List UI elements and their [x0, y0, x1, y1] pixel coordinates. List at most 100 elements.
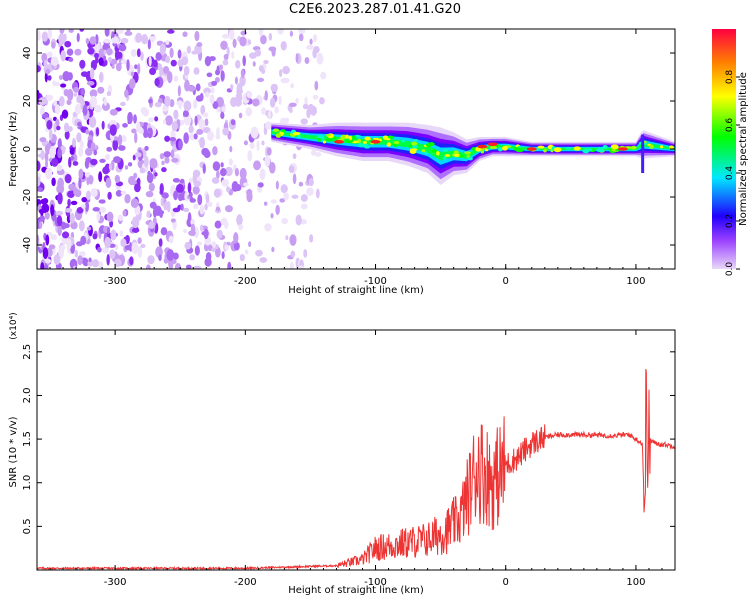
heatmap-cell [249, 52, 257, 59]
heatmap-cell [183, 228, 188, 234]
heatmap-cell [257, 77, 265, 83]
heatmap-cell [56, 215, 63, 227]
heatmap-cell [37, 65, 41, 73]
heatmap-cell [93, 104, 102, 113]
heatmap-cell [78, 168, 84, 179]
ridge-peak [630, 145, 637, 150]
heatmap-cell [168, 262, 173, 269]
bottom-x-tick-label: -100 [364, 577, 387, 588]
heatmap-cell [248, 241, 252, 248]
heatmap-cell [204, 118, 209, 126]
ridge-band [271, 129, 675, 165]
ridge-peak [348, 135, 353, 141]
heatmap-cell [68, 156, 72, 168]
heatmap-cell [58, 33, 66, 46]
heatmap-cell [193, 180, 202, 187]
heatmap-cell [155, 51, 162, 61]
heatmap-cell [120, 190, 127, 195]
heatmap-cell [202, 112, 209, 118]
bottom-x-tick-label: -300 [104, 577, 127, 588]
heatmap-cell [99, 158, 106, 163]
heatmap-cell [181, 56, 189, 66]
heatmap-cell [220, 70, 225, 82]
heatmap-cell [141, 33, 149, 45]
heatmap-cell [47, 75, 52, 81]
heatmap-cell [149, 201, 157, 209]
heatmap-cell [176, 100, 184, 106]
heatmap-cell [86, 190, 91, 201]
spectrogram-cells [37, 29, 675, 269]
heatmap-cell [69, 147, 75, 155]
heatmap-cell [113, 156, 121, 164]
heatmap-cell [115, 51, 123, 59]
ridge-peak [489, 145, 497, 150]
top-x-tick-label: -300 [104, 276, 127, 287]
heatmap-cell [279, 198, 286, 203]
heatmap-cell [199, 224, 204, 232]
heatmap-cell [247, 39, 252, 45]
heatmap-cell [252, 61, 256, 67]
heatmap-cell [64, 207, 73, 213]
ridge-peak [411, 141, 418, 146]
heatmap-cell [98, 199, 106, 204]
heatmap-cell [275, 204, 280, 215]
heatmap-cell [112, 139, 119, 151]
heatmap-cell [238, 224, 244, 231]
ridge-peak [351, 140, 359, 144]
heatmap-cell [109, 119, 117, 126]
ridge-peak [485, 148, 489, 152]
heatmap-cell [90, 142, 96, 152]
heatmap-cell [51, 177, 56, 187]
heatmap-cell [210, 87, 215, 94]
heatmap-cell [289, 261, 294, 269]
heatmap-cell [295, 53, 299, 63]
heatmap-cell [183, 100, 192, 112]
heatmap-cell [264, 90, 268, 101]
heatmap-cell [203, 87, 212, 95]
heatmap-cell [233, 232, 239, 244]
ridge-peak [512, 147, 521, 151]
heatmap-cell [149, 159, 158, 169]
heatmap-cell [265, 121, 273, 130]
heatmap-cell [239, 254, 246, 262]
ridge-max [526, 147, 537, 151]
heatmap-cell [44, 151, 49, 163]
heatmap-cell [202, 163, 206, 174]
bottom-y-axis-label: SNR (10 * v/v) [8, 416, 19, 487]
heatmap-cell [98, 48, 105, 60]
heatmap-cell [88, 257, 92, 263]
heatmap-cell [154, 102, 162, 108]
heatmap-cell [44, 72, 48, 83]
heatmap-cell [128, 78, 136, 89]
heatmap-cell [169, 47, 174, 58]
heatmap-cell [161, 192, 169, 199]
heatmap-cell [114, 258, 122, 267]
heatmap-cell [233, 241, 240, 251]
heatmap-cell [104, 29, 110, 37]
heatmap-cell [111, 64, 115, 69]
heatmap-cell [97, 246, 102, 253]
ridge-peak [386, 142, 392, 147]
heatmap-cell [303, 248, 308, 258]
heatmap-cell [110, 229, 117, 241]
heatmap-cell [280, 184, 288, 194]
heatmap-cell [118, 214, 124, 222]
bottom-y-tick-label: 1.0 [22, 475, 33, 491]
heatmap-cell [57, 138, 62, 150]
heatmap-cell [41, 31, 49, 42]
heatmap-cell [234, 76, 238, 85]
heatmap-cell [187, 182, 192, 194]
heatmap-cell [192, 99, 198, 109]
heatmap-cell [88, 116, 97, 128]
ridge-peak [362, 140, 368, 144]
heatmap-cell [173, 109, 179, 120]
heatmap-cell [197, 241, 202, 246]
heatmap-cell [212, 101, 219, 109]
heatmap-cell [300, 218, 307, 225]
heatmap-cell [220, 217, 228, 226]
heatmap-cell [86, 226, 92, 231]
heatmap-cell [199, 92, 204, 101]
heatmap-cell [220, 40, 228, 50]
heatmap-cell [188, 177, 193, 184]
ridge-peak [454, 153, 460, 158]
